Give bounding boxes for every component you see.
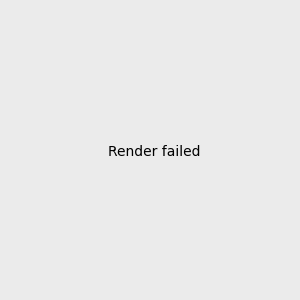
Text: Render failed: Render failed — [107, 145, 200, 158]
